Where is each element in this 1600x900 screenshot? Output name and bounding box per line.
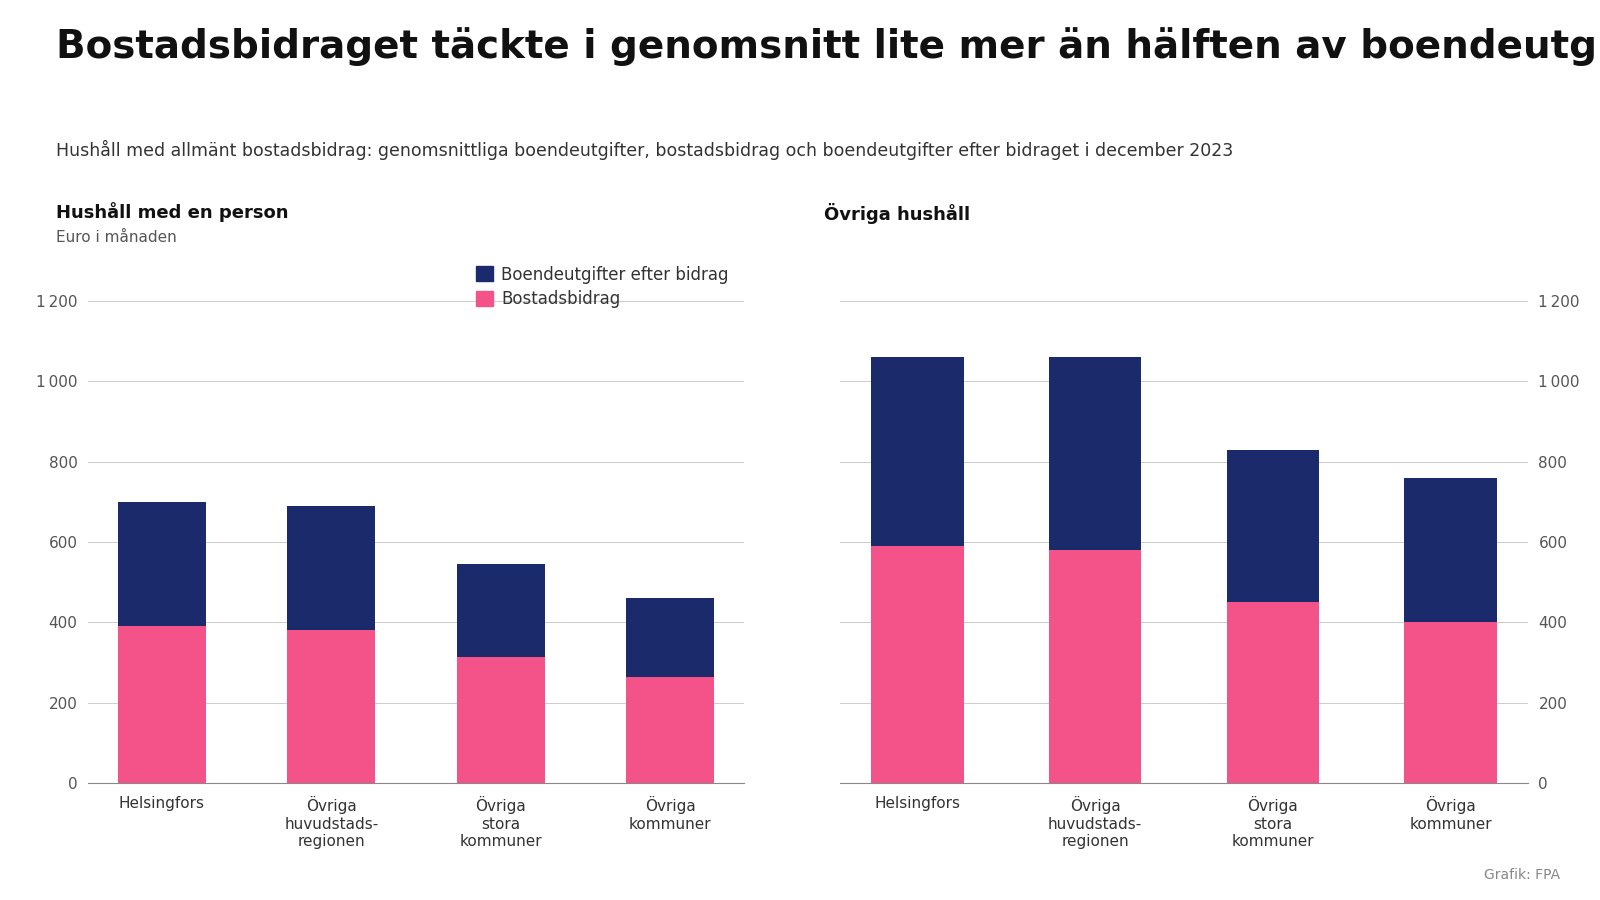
Bar [1050, 357, 1141, 550]
Bar [1405, 478, 1496, 623]
Bar [626, 677, 714, 783]
Bar [1405, 623, 1496, 783]
Bar [1050, 550, 1141, 783]
Bar [456, 656, 544, 783]
Bar [118, 626, 206, 783]
Text: Övriga hushåll: Övriga hushåll [824, 202, 970, 223]
Text: Grafik: FPA: Grafik: FPA [1483, 868, 1560, 882]
Bar [288, 630, 376, 783]
Bar [288, 506, 376, 630]
Bar [626, 598, 714, 677]
Bar [872, 546, 963, 783]
Text: Euro i månaden: Euro i månaden [56, 230, 176, 245]
Text: Hushåll med allmänt bostadsbidrag: genomsnittliga boendeutgifter, bostadsbidrag : Hushåll med allmänt bostadsbidrag: genom… [56, 140, 1234, 159]
Text: Bostadsbidraget täckte i genomsnitt lite mer än hälften av boendeutgifterna: Bostadsbidraget täckte i genomsnitt lite… [56, 27, 1600, 66]
Bar [1227, 450, 1318, 602]
Legend: Boendeutgifter efter bidrag, Bostadsbidrag: Boendeutgifter efter bidrag, Bostadsbidr… [470, 259, 736, 315]
Bar [1227, 602, 1318, 783]
Text: Hushåll med en person: Hushåll med en person [56, 202, 288, 222]
Bar [118, 502, 206, 626]
Bar [872, 357, 963, 546]
Bar [456, 564, 544, 656]
